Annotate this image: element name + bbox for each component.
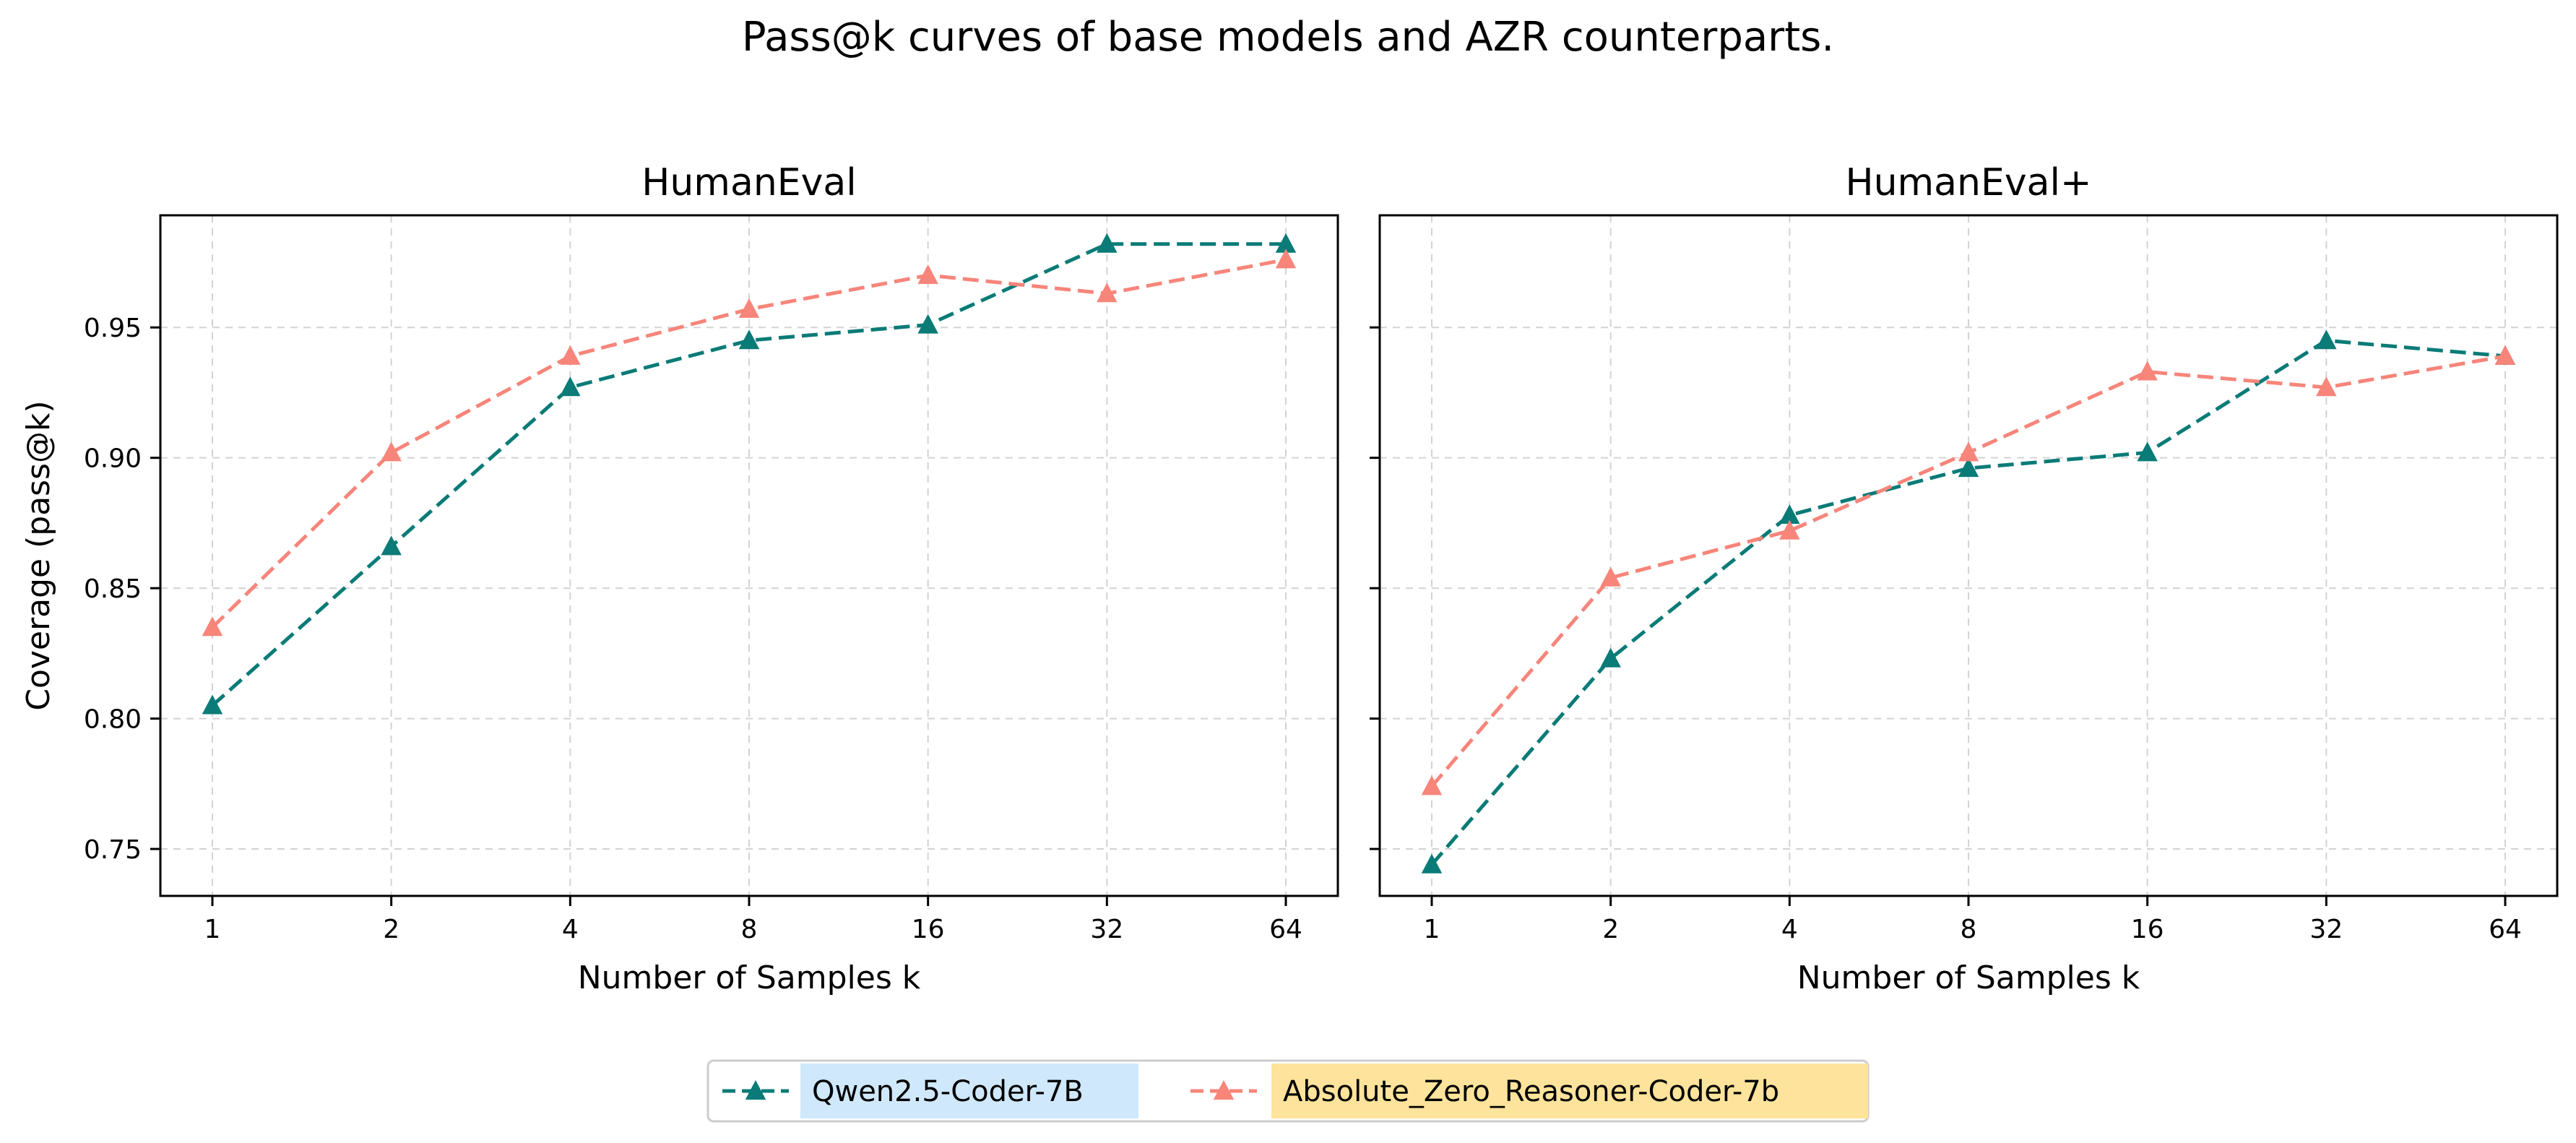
series-1-point xyxy=(738,329,760,350)
x-tick-label: 1 xyxy=(204,915,221,944)
x-axis-label: Number of Samples k xyxy=(578,959,921,996)
series-2-point xyxy=(1779,519,1800,540)
y-tick-label: 0.75 xyxy=(84,835,142,865)
series-2-point xyxy=(2494,345,2516,365)
panel-title: HumanEval xyxy=(641,161,856,204)
figure-title: Pass@k curves of base models and AZR cou… xyxy=(742,14,1834,61)
x-tick-label: 2 xyxy=(383,915,399,944)
series-1-point xyxy=(202,694,223,715)
y-tick-label: 0.90 xyxy=(84,444,142,474)
series-2-point xyxy=(1275,249,1297,269)
y-tick-label: 0.95 xyxy=(84,314,142,343)
series-1-point xyxy=(1097,233,1118,253)
series-2-point xyxy=(2316,376,2337,397)
series-1-point xyxy=(1275,233,1297,253)
chart-panels: 1 2 4 8 16 32 64 0.75 0.80 0.85 0.90 0.95 HumanEval N… xyxy=(20,161,2559,996)
x-tick-label: 16 xyxy=(912,915,945,944)
x-tick-label: 32 xyxy=(2309,915,2343,944)
chart-panel-2: 1 2 4 8 16 32 64 HumanEval+ Number of Samples k xyxy=(1370,161,2559,996)
y-axis-label: Coverage (pass@k) xyxy=(20,400,57,710)
series-2-point xyxy=(2137,361,2158,381)
legend-label-highlight xyxy=(1271,1064,1868,1118)
series-1-point xyxy=(560,376,581,397)
series-1-point xyxy=(917,314,938,334)
series-1-point xyxy=(2316,329,2337,350)
x-tick-label: 64 xyxy=(1269,915,1302,944)
legend-marker-1 xyxy=(745,1080,766,1100)
x-tick-label: 2 xyxy=(1602,915,1619,944)
panel-title: HumanEval+ xyxy=(1845,161,2091,204)
series-1-point xyxy=(1958,457,1979,478)
x-tick-label: 4 xyxy=(1781,915,1798,944)
series-1-point xyxy=(1421,853,1443,874)
series-2-point xyxy=(1600,566,1621,587)
series-2-point xyxy=(1958,441,1979,462)
legend-label-1: Qwen2.5-Coder-7B xyxy=(812,1075,1084,1108)
chart-panel-1: 1 2 4 8 16 32 64 0.75 0.80 0.85 0.90 0.95 HumanEval N… xyxy=(20,161,1339,996)
legend-label-2: Absolute_Zero_Reasoner-Coder-7b xyxy=(1283,1075,1779,1108)
x-tick-label: 4 xyxy=(562,915,579,944)
series-1-point xyxy=(1779,504,1800,525)
legend-label-highlight xyxy=(800,1064,1138,1118)
series-line-1 xyxy=(1430,338,2506,866)
series-2-point xyxy=(738,298,760,318)
y-tick-label: 0.80 xyxy=(84,705,142,735)
series-2-point xyxy=(1421,775,1443,795)
x-tick-label: 16 xyxy=(2131,915,2164,944)
y-tick-label: 0.85 xyxy=(84,574,142,604)
series-1-point xyxy=(381,535,402,556)
series-2-point xyxy=(381,441,402,462)
series-2-point xyxy=(202,616,223,637)
series-2-point xyxy=(1097,282,1118,303)
x-tick-label: 64 xyxy=(2489,915,2522,944)
x-tick-label: 8 xyxy=(741,915,758,944)
series-1-point xyxy=(2137,441,2158,462)
x-tick-label: 1 xyxy=(1424,915,1440,944)
series-2-point xyxy=(560,345,581,365)
x-tick-label: 8 xyxy=(1961,915,1977,944)
series-2-point xyxy=(917,264,938,285)
series-1-point xyxy=(1600,647,1621,668)
legend-marker-2 xyxy=(1213,1080,1235,1100)
x-tick-label: 32 xyxy=(1090,915,1123,944)
legend: Qwen2.5-Coder-7B Absolute_Zero_Reasoner-C… xyxy=(706,1059,1870,1123)
x-axis-label: Number of Samples k xyxy=(1797,959,2140,996)
